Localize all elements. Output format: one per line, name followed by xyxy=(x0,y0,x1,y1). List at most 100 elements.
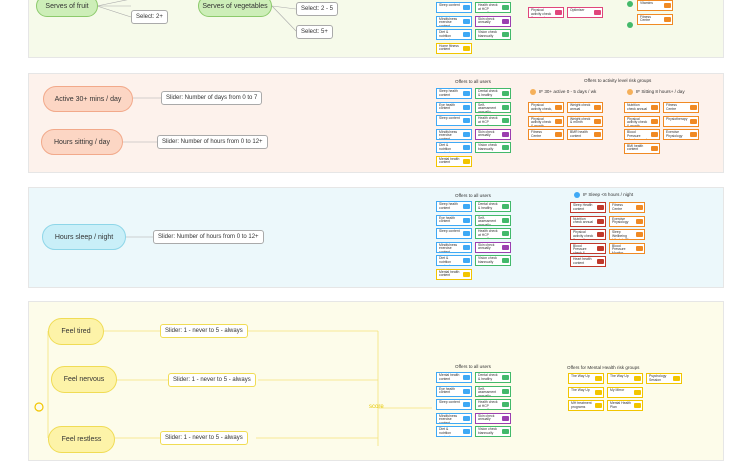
offer-label: Mental health content xyxy=(439,373,460,381)
offer-card: BMR health content xyxy=(567,129,603,140)
offer-card: Skin check annually xyxy=(475,15,511,27)
offer-icon xyxy=(690,132,697,137)
offer-label: The Way Up xyxy=(571,374,590,378)
offer-card: Mindfulness exercise content xyxy=(436,15,472,27)
offer-label: Sleep Health content xyxy=(573,203,593,211)
offer-card: Health check at HCP annually xyxy=(475,228,511,239)
offer-label: Health check at HCP annually xyxy=(478,229,498,239)
offer-card: Sleep content xyxy=(436,399,472,410)
offer-icon xyxy=(502,258,509,263)
offer-card: Eye health content xyxy=(436,101,472,113)
offer-label: Fitness Centre xyxy=(640,14,651,23)
answer-option: Select: 2 - 5 xyxy=(296,2,339,16)
offer-card: Fitness Centre xyxy=(663,102,699,113)
offer-icon xyxy=(690,105,697,110)
offer-card: Skin check annually xyxy=(475,241,511,253)
offer-icon xyxy=(463,429,470,434)
question-pill: Hours sitting / day xyxy=(41,129,123,155)
offer-card: Fitness Centre xyxy=(528,129,564,140)
offer-icon xyxy=(463,18,470,24)
question-pill: Active 30+ mins / day xyxy=(43,86,133,112)
offer-icon xyxy=(673,376,680,381)
offer-card: Dental check & healthy xyxy=(475,88,511,99)
offer-card: Sleep content xyxy=(436,228,472,239)
offer-icon xyxy=(555,105,562,110)
offer-label: The Way Up xyxy=(610,374,629,378)
offer-label: Blood Pressure check annual xyxy=(627,130,647,140)
offer-icon xyxy=(502,104,509,110)
offer-label: Health check at HCP annually xyxy=(478,116,498,126)
offer-icon xyxy=(636,218,643,224)
offer-card: Diet & nutrition content xyxy=(436,426,472,437)
offer-label: Dental check & healthy xyxy=(478,373,498,381)
offer-label: Vision check biannually xyxy=(478,143,497,151)
offer-label: Self-assessment annually xyxy=(478,102,497,113)
offer-icon xyxy=(502,145,509,150)
offer-card: Eye health content xyxy=(436,385,472,397)
activity-section xyxy=(28,73,724,173)
answer-option: Slider: Number of days from 0 to 7 xyxy=(161,91,263,105)
offers-heading: Offers to all users xyxy=(455,364,491,369)
offer-label: Home fitness content xyxy=(439,43,459,52)
offer-icon xyxy=(597,232,604,237)
offer-icon xyxy=(502,244,509,250)
offers-heading: Offers to all users xyxy=(455,193,491,198)
offer-label: Sleep Wellbeing Lifestyle Plan xyxy=(612,230,633,240)
offer-card: Sleep health content xyxy=(436,201,472,212)
offers-heading: Offers to activity level risk groups xyxy=(584,78,652,83)
offer-icon xyxy=(634,389,641,395)
offer-label: Physical activity check & month xyxy=(573,230,594,240)
offer-label: Sleep health content xyxy=(439,202,458,210)
offer-card: Blood Pressure Monitor xyxy=(609,242,645,254)
offer-label: Blood Pressure check & month xyxy=(573,243,587,254)
offer-label: Optimiser xyxy=(570,8,585,12)
offer-icon xyxy=(463,158,470,164)
offer-label: Dental check & healthy xyxy=(478,89,498,97)
offer-label: Dental check & healthy xyxy=(478,202,498,210)
offer-icon xyxy=(634,403,641,408)
offer-label: Health check at HCP annually xyxy=(478,3,498,13)
offer-card: Vision check biannually xyxy=(475,29,511,40)
offer-label: Mindfulness exercise content xyxy=(439,129,458,140)
offer-icon xyxy=(502,402,509,407)
offer-label: Physical activity check, annually xyxy=(531,103,553,113)
offer-icon xyxy=(502,217,509,223)
offer-label: Sleep content xyxy=(439,229,460,233)
offer-label: Fitness Centre xyxy=(531,130,542,138)
offer-label: Vision check biannually xyxy=(478,30,497,38)
question-pill: Hours sleep / night xyxy=(42,224,126,250)
answer-option: Slider: 1 - never to 5 - always xyxy=(168,373,256,387)
offer-icon xyxy=(463,145,470,150)
offer-card: Vision check biannually xyxy=(475,255,511,266)
offer-icon xyxy=(595,403,602,408)
offer-card: Heart health content xyxy=(570,256,606,267)
offer-icon xyxy=(502,131,509,137)
offer-card: Health check at HCP annually xyxy=(475,399,511,410)
offer-card: Exercise Physiology xyxy=(663,129,699,140)
answer-option: Slider: 1 - never to 5 - always xyxy=(160,431,248,445)
offer-icon xyxy=(594,132,601,137)
page: {"sections":[ {"pills":[{"label":"Serves… xyxy=(28,0,724,461)
offer-card: Home fitness content xyxy=(436,42,472,54)
offer-card: Mental health content xyxy=(436,268,472,280)
offer-card: Dental check & healthy xyxy=(475,201,511,212)
offer-icon xyxy=(502,204,509,209)
offer-label: Nutrition check annual xyxy=(627,103,647,111)
offer-card: Optimiser xyxy=(567,7,603,18)
offer-card: Physical activity check & month xyxy=(624,115,660,127)
offer-label: Sleep content xyxy=(439,3,460,7)
offer-icon xyxy=(597,205,604,210)
offer-card: Vision check biannually xyxy=(475,426,511,437)
offer-card: The Way Up xyxy=(568,373,604,384)
offer-card: Sleep content xyxy=(436,2,472,13)
offer-card: Self-assessment annually xyxy=(475,101,511,113)
offer-label: Sleep health content xyxy=(439,89,458,97)
offer-label: Sleep content xyxy=(439,400,460,404)
offer-label: Mental health content xyxy=(439,269,460,278)
offer-icon xyxy=(594,105,601,110)
offer-icon xyxy=(502,118,509,123)
offer-label: Exercise Physiology xyxy=(666,130,683,138)
offer-icon xyxy=(664,3,671,8)
offers-heading: IF Sitting 8 hours+ / day xyxy=(636,89,685,94)
offer-label: Skin check annually xyxy=(478,129,495,138)
